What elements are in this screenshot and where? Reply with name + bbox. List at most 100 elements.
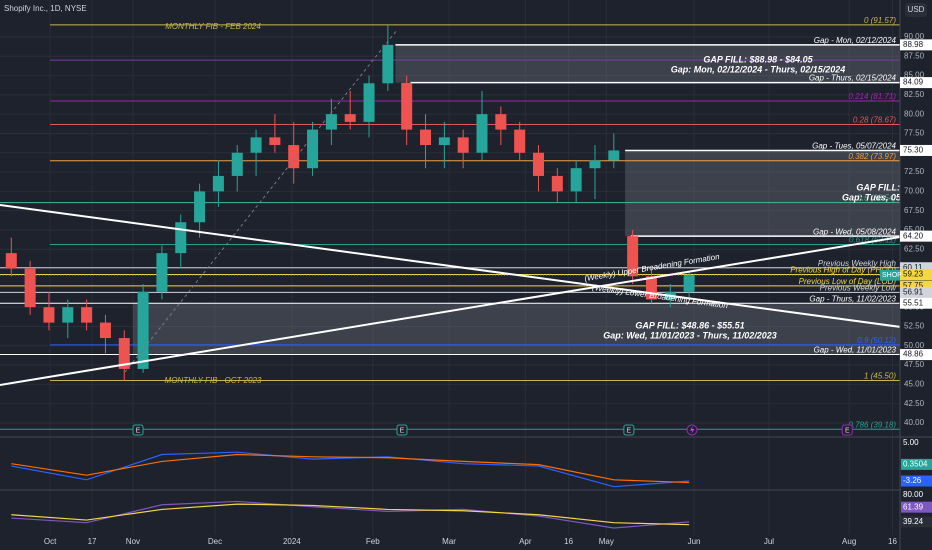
gap-zone — [625, 150, 900, 237]
x-tick-label: May — [599, 537, 614, 546]
annotation: MONTHLY FIB - FEB 2024 — [165, 22, 261, 31]
candle-body — [551, 175, 563, 192]
indicator-badge-label: 0.3504 — [903, 460, 928, 469]
symbol: Shopify Inc., 1D, NYSE — [4, 4, 87, 13]
candle-body — [212, 175, 224, 192]
y-tick-label: 85.00 — [904, 71, 925, 80]
indicator-badge-label: 39.24 — [903, 517, 924, 526]
candle-body — [589, 160, 601, 169]
x-tick-label: Aug — [842, 537, 856, 546]
level-label: 0.786 (39.18) — [848, 420, 896, 429]
price-badge — [900, 269, 932, 281]
x-tick-label: Apr — [519, 537, 532, 546]
price-badge — [900, 280, 932, 292]
indicator-badge — [901, 501, 932, 513]
y-tick-label: 50.00 — [904, 341, 925, 350]
event-label: E — [845, 427, 850, 434]
indicator-badge-label: -3.26 — [903, 476, 922, 485]
price-badge-label: 59.23 — [903, 270, 924, 279]
level-label: 0 (91.57) — [864, 16, 896, 25]
candle-body — [420, 129, 432, 146]
candle-body — [570, 168, 582, 192]
level-label: 0.28 (78.67) — [853, 116, 896, 125]
level-label: Gap - Wed, 11/01/2023 — [814, 346, 897, 355]
level-label: Previous Weekly High — [818, 259, 897, 268]
indicator-badge — [901, 475, 932, 487]
y-tick-label: 77.50 — [904, 129, 925, 138]
candle-body — [269, 137, 281, 146]
y-tick-label: 65.00 — [904, 225, 925, 234]
level-label: Gap - Wed, 05/08/2024 — [813, 227, 897, 236]
y-tick-label: 42.50 — [904, 399, 925, 408]
x-tick-label: Jun — [688, 537, 701, 546]
indicator-badge-label: 61.39 — [903, 502, 924, 511]
annotation: Gap: Wed, 11/01/2023 - Thurs, 11/02/2023 — [603, 330, 777, 340]
currency-button[interactable] — [905, 3, 927, 17]
y-tick-label: 87.50 — [904, 51, 925, 60]
last-price-name-badge — [880, 269, 900, 281]
y-tick-label: 40.00 — [904, 418, 925, 427]
fib-trend — [124, 29, 398, 373]
indicator-badge — [901, 458, 932, 470]
level-label: 1 (45.50) — [864, 372, 896, 381]
level-label: Gap - Thurs, 11/02/2023 — [809, 294, 896, 303]
candle-body — [457, 137, 469, 153]
x-tick-label: Feb — [366, 537, 380, 546]
level-label: Previous Weekly Low — [820, 284, 898, 293]
gap-zone — [395, 44, 900, 83]
candle-body — [231, 152, 243, 176]
candle-body — [99, 322, 111, 339]
candle-body — [495, 114, 507, 130]
price-badge-label: 88.98 — [903, 40, 924, 49]
x-tick-label: Oct — [44, 537, 57, 546]
price-badge — [900, 77, 932, 89]
x-tick-label: Mar — [442, 537, 456, 546]
candle-body — [325, 114, 337, 130]
price-badge — [900, 144, 932, 156]
indicator-badge — [901, 437, 932, 449]
event-marker — [132, 424, 144, 436]
price-badge-label: 57.75 — [903, 281, 924, 290]
y-tick-label: 90.00 — [904, 32, 925, 41]
y-tick-label: 67.50 — [904, 206, 925, 215]
candle-body — [137, 291, 149, 369]
level-label: Gap - Thurs, 02/15/2024 — [809, 74, 897, 83]
price-badge — [900, 262, 932, 274]
candle-body — [250, 137, 262, 153]
candle-body — [514, 129, 526, 153]
candle-body — [401, 82, 413, 130]
event-label: E — [400, 427, 405, 434]
candle-body — [81, 307, 93, 323]
price-badge — [900, 286, 932, 298]
indicator-badge — [901, 489, 932, 501]
level-label: 0.618 (63.11) — [849, 236, 896, 245]
rsi-line — [11, 503, 690, 526]
level-label: Gap - Tues, 05/07/2024 — [812, 142, 896, 151]
event-marker — [396, 424, 408, 436]
x-tick-label: 17 — [88, 537, 97, 546]
y-tick-label: 82.50 — [904, 90, 925, 99]
y-tick-label: 45.00 — [904, 379, 925, 388]
gap-zone — [132, 303, 901, 355]
level-label: 0.5 (68.54) — [857, 194, 896, 203]
currency: USD — [908, 5, 925, 14]
x-tick-label: Dec — [208, 537, 222, 546]
event-marker — [841, 424, 853, 436]
y-tick-label: 52.50 — [904, 322, 925, 331]
candle-body — [627, 236, 639, 277]
candle-body — [175, 222, 187, 254]
candle-body — [532, 152, 544, 176]
level-label: Previous Low of Day (LOD) — [799, 277, 897, 286]
indicator-badge-label: 5.00 — [903, 438, 919, 447]
price-badge — [900, 230, 932, 242]
x-tick-label: 16 — [564, 537, 573, 546]
y-tick-label: 70.00 — [904, 186, 925, 195]
candle-body — [307, 129, 319, 169]
y-tick-label: 62.50 — [904, 244, 925, 253]
y-tick-label: 72.50 — [904, 167, 925, 176]
price-badge-label: 64.20 — [903, 231, 924, 240]
event-label: E — [136, 427, 141, 434]
y-tick-label: 47.50 — [904, 360, 925, 369]
price-badge-label: 84.09 — [903, 78, 924, 87]
